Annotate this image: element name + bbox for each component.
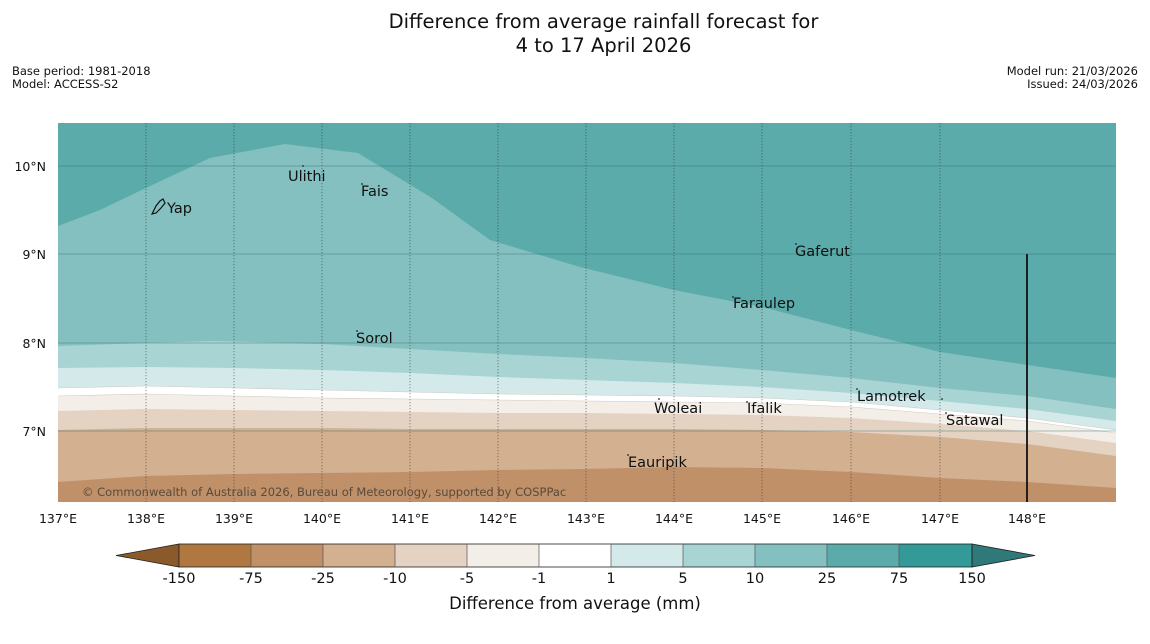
colorbar-tick-label: -1 (532, 571, 546, 587)
colorbar-title: Difference from average (mm) (449, 594, 701, 613)
place-label-satawal: Satawal (946, 413, 1003, 429)
lat-label-10n: 10°N (14, 159, 46, 174)
lon-label-146e: 146°E (832, 511, 870, 526)
chart-title: Difference from average rainfall forecas… (0, 10, 1150, 58)
lon-label-148e: 148°E (1008, 511, 1046, 526)
lon-label-141e: 141°E (391, 511, 429, 526)
colorbar-segment (755, 544, 827, 567)
colorbar: -150 -75 -25 -10 -5 -1 1 5 10 25 75 150 … (115, 543, 1036, 613)
longitude-axis: 137°E 138°E 139°E 140°E 141°E 142°E 143°… (39, 511, 1046, 526)
colorbar-segment (395, 544, 467, 567)
title-line-2: 4 to 17 April 2026 (515, 34, 692, 57)
place-label-yap: Yap (166, 201, 192, 217)
latitude-lines (58, 165, 1116, 432)
colorbar-tick-label: 75 (890, 571, 908, 587)
colorbar-tick-label: 1 (606, 571, 615, 587)
place-label-sorol: Sorol (356, 331, 393, 347)
colorbar-tick-label: 10 (746, 571, 764, 587)
lon-label-145e: 145°E (743, 511, 781, 526)
latitude-axis: 10°N 9°N 8°N 7°N (14, 159, 46, 439)
colorbar-arrow-low (115, 543, 180, 568)
model-name: Model: ACCESS-S2 (12, 77, 119, 91)
base-period: Base period: 1981-2018 (12, 64, 151, 78)
place-label-ulithi: Ulithi (288, 169, 326, 185)
colorbar-segment (323, 544, 395, 567)
lon-label-143e: 143°E (567, 511, 605, 526)
colorbar-segment (611, 544, 683, 567)
yap-island-outline (150, 198, 166, 215)
colorbar-segment (467, 544, 539, 567)
colorbar-tick-label: 25 (818, 571, 836, 587)
rainfall-contours (58, 123, 1116, 502)
colorbar-segment (827, 544, 899, 567)
lat-label-9n: 9°N (22, 247, 46, 262)
issued-date: Issued: 24/03/2026 (1027, 77, 1138, 91)
colorbar-tick-label: 150 (958, 571, 986, 587)
colorbar-tick-label: -25 (311, 571, 335, 587)
lon-label-139e: 139°E (215, 511, 253, 526)
band-neg25-neg10 (58, 467, 1116, 502)
place-label-ifalik: Ifalik (747, 401, 782, 417)
copyright-notice: © Commonwealth of Australia 2026, Bureau… (82, 485, 566, 499)
lon-label-142e: 142°E (479, 511, 517, 526)
colorbar-segment (179, 544, 251, 567)
place-label-eauripik: Eauripik (628, 455, 687, 471)
lon-label-137e: 137°E (39, 511, 77, 526)
colorbar-arrow-high (971, 543, 1036, 568)
place-label-fais: Fais (361, 184, 388, 200)
lon-label-138e: 138°E (127, 511, 165, 526)
meta-left: Base period: 1981-2018 Model: ACCESS-S2 (12, 65, 151, 91)
colorbar-segment (539, 544, 611, 567)
place-label-faraulep: Faraulep (733, 296, 795, 312)
lat-label-8n: 8°N (22, 336, 46, 351)
lon-label-140e: 140°E (303, 511, 341, 526)
colorbar-tick-label: -150 (163, 571, 196, 587)
place-labels: Yap Ulithi Fais Gaferut Faraulep Sorol W… (166, 169, 1003, 471)
colorbar-tick-label: -5 (460, 571, 474, 587)
place-label-gaferut: Gaferut (795, 244, 850, 260)
lon-label-144e: 144°E (655, 511, 693, 526)
colorbar-tick-label: -75 (239, 571, 263, 587)
island-dots (302, 165, 947, 456)
place-label-woleai: Woleai (654, 401, 702, 417)
colorbar-frame (178, 543, 973, 568)
place-label-lamotrek: Lamotrek (857, 389, 926, 405)
colorbar-tick-label: -10 (383, 571, 407, 587)
colorbar-tick-label: 5 (678, 571, 687, 587)
lat-label-7n: 7°N (22, 424, 46, 439)
model-run: Model run: 21/03/2026 (1006, 64, 1138, 78)
meta-right: Model run: 21/03/2026 Issued: 24/03/2026 (1007, 65, 1138, 91)
lon-label-147e: 147°E (921, 511, 959, 526)
graticule (145, 123, 941, 502)
colorbar-segment (899, 544, 972, 567)
colorbar-segment (251, 544, 323, 567)
title-line-1: Difference from average rainfall forecas… (388, 10, 819, 33)
colorbar-segment (683, 544, 755, 567)
